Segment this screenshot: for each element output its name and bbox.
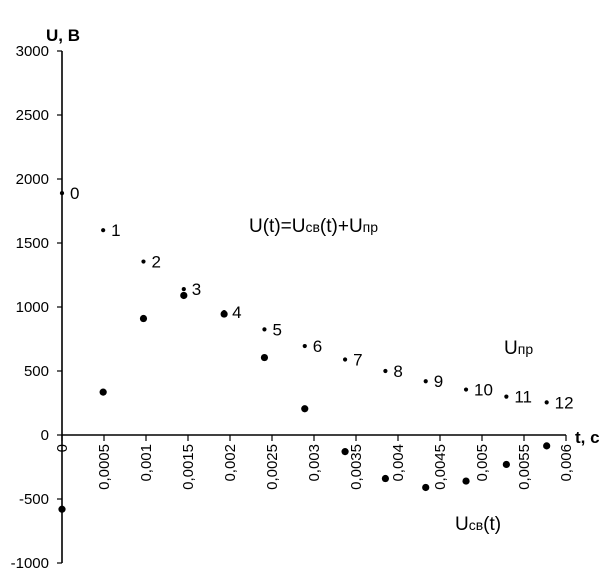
- data-point: [181, 286, 186, 292]
- data-point: [101, 228, 106, 233]
- y-tick-labels: 3000 2500 2000 1500 1000 500 0 -500 -1000: [11, 43, 62, 572]
- x-tick-label: 0,0055: [516, 444, 533, 490]
- y-tick-label: 1000: [16, 299, 49, 316]
- y-tick-label: 0: [41, 427, 49, 444]
- data-point: [59, 190, 65, 196]
- point-label: 5: [272, 320, 281, 339]
- data-point: [342, 357, 348, 362]
- y-tick-label: -1000: [11, 555, 49, 572]
- data-point: [180, 291, 188, 300]
- data-point: [383, 368, 388, 374]
- data-point: [139, 314, 148, 323]
- data-point: [463, 387, 469, 392]
- y-tick-label: 2500: [16, 107, 49, 124]
- y-tick-label: 3000: [16, 43, 49, 60]
- data-point: [381, 474, 389, 483]
- x-tick-label: 0,0035: [348, 444, 365, 490]
- usv-annotation: Uсв(t): [455, 514, 501, 535]
- x-tick-label: 0: [54, 444, 71, 452]
- x-tick-labels: 0 0,0005 0,001 0,0015 0,002 0,0025 0,003 0,0035…: [54, 435, 575, 490]
- series-usv-points: [58, 291, 551, 513]
- data-point: [260, 353, 269, 362]
- x-tick-label: 0,005: [474, 444, 491, 482]
- data-point: [462, 477, 470, 485]
- data-point: [544, 400, 549, 405]
- data-point: [262, 327, 267, 332]
- data-point: [543, 442, 551, 450]
- axes: [61, 51, 566, 563]
- x-tick-label: 0,002: [222, 444, 239, 482]
- data-point: [341, 448, 349, 456]
- point-label: 7: [353, 350, 362, 369]
- data-point: [99, 388, 107, 396]
- data-point: [504, 394, 509, 399]
- y-tick-label: 500: [24, 363, 49, 380]
- x-tick-label: 0,0015: [180, 444, 197, 490]
- y-tick-label: 1500: [16, 235, 49, 252]
- data-point: [502, 460, 510, 469]
- point-label: 8: [393, 362, 402, 381]
- data-point: [422, 483, 430, 492]
- point-label: 0: [70, 184, 79, 203]
- data-point: [220, 310, 228, 318]
- x-tick-label: 0,0025: [264, 444, 281, 490]
- point-label: 2: [151, 253, 160, 272]
- upr-annotation: Uпр: [504, 338, 533, 359]
- point-label: 12: [555, 393, 574, 412]
- x-axis-title: t, c: [575, 428, 600, 447]
- y-axis-title: U, В: [46, 26, 80, 45]
- point-label: 3: [192, 280, 201, 299]
- x-tick-label: 0,004: [390, 444, 407, 482]
- point-label: 6: [313, 337, 322, 356]
- data-point: [423, 379, 428, 384]
- x-tick-label: 0,003: [306, 444, 323, 482]
- x-tick-label: 0,006: [558, 444, 575, 482]
- point-label: 4: [232, 303, 241, 322]
- formula-annotation: U(t)=Uсв(t)+Uпр: [249, 216, 378, 237]
- y-tick-label: 2000: [16, 171, 49, 188]
- point-label: 11: [514, 388, 532, 407]
- x-tick-label: 0,001: [138, 444, 155, 482]
- point-label: 1: [111, 221, 120, 240]
- data-point: [141, 259, 146, 264]
- y-tick-label: -500: [19, 491, 49, 508]
- point-label: 9: [434, 372, 443, 391]
- data-point: [58, 505, 66, 513]
- data-point: [301, 405, 309, 413]
- data-point: [302, 343, 307, 349]
- x-tick-label: 0,0045: [432, 444, 449, 490]
- point-label: 10: [474, 381, 493, 400]
- x-tick-label: 0,0005: [96, 444, 113, 490]
